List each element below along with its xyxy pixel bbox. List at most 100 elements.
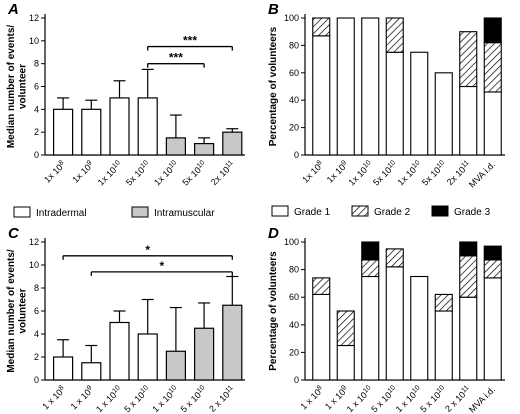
bar (165, 137, 186, 156)
significance-label: * (145, 243, 150, 257)
legend-label: Grade 2 (374, 207, 411, 218)
x-tick-label: 1x 109 (70, 159, 96, 185)
stacked-bar-segment (410, 275, 429, 381)
x-tick-label: 5 x 1010 (418, 384, 448, 414)
stacked-bar-segment (483, 259, 502, 279)
x-tick-label: 1x 1010 (395, 159, 424, 188)
bar (109, 321, 130, 381)
stacked-bar-segment (385, 17, 404, 53)
x-tick-label: 1 x 108 (298, 384, 326, 412)
y-tick-label: 80 (289, 265, 299, 275)
y-tick-label: 0 (34, 150, 39, 160)
stacked-bar-segment (336, 17, 355, 156)
y-tick-label: 4 (34, 329, 39, 339)
panel-b: B 0 20 40 60 80 100 Percentage of volunteers 1x … (268, 1, 505, 190)
stacked-bar-segment (483, 277, 502, 381)
y-axis-label: Percentage of volunteers (268, 26, 279, 146)
legend-swatch (13, 206, 31, 218)
stacked-bar-segment (459, 85, 478, 156)
y-tick-label: 100 (284, 237, 299, 247)
y-tick-label: 10 (29, 260, 39, 270)
stacked-bar-segment (312, 17, 331, 37)
bar (109, 97, 130, 156)
legend-label: Grade 3 (454, 207, 491, 218)
y-tick-label: 40 (289, 95, 299, 105)
stacked-bar-segment (385, 51, 404, 156)
y-axis-label: Percentage of volunteers (268, 251, 279, 371)
stacked-bar-segment (361, 259, 380, 278)
legend-label: Intradermal (36, 208, 87, 219)
bar (194, 327, 215, 381)
panel-label: C (8, 225, 20, 242)
y-tick-label: 0 (294, 150, 299, 160)
stacked-bar-segment (483, 245, 502, 261)
y-axis-label: Median number of events/volunteer (6, 25, 29, 149)
y-tick-label: 8 (34, 283, 39, 293)
significance-label: * (159, 259, 164, 273)
y-tick-label: 80 (289, 40, 299, 50)
stacked-bar-segment (459, 31, 478, 88)
bar (165, 350, 186, 381)
x-tick-label: 1x 1010 (152, 159, 181, 188)
stacked-bar-segment (312, 277, 331, 295)
stacked-bar-segment (312, 293, 331, 381)
stacked-bar-segment (336, 310, 355, 347)
y-tick-label: 12 (29, 237, 39, 247)
x-tick-label: 1 x 108 (40, 384, 68, 412)
x-tick-label: 5x 1010 (180, 159, 209, 188)
legend-label: Intramuscular (154, 208, 215, 219)
y-tick-label: 60 (289, 292, 299, 302)
y-tick-label: 0 (34, 375, 39, 385)
stacked-bar-segment (483, 42, 502, 93)
x-tick-label: 5x 1010 (420, 159, 449, 188)
x-tick-label: 2 x 1011 (207, 384, 237, 414)
significance-label: *** (169, 51, 183, 65)
x-tick-label: MVA i.d. (467, 159, 497, 189)
y-tick-label: 0 (294, 375, 299, 385)
stacked-bar-segment (385, 248, 404, 268)
stacked-bar-segment (312, 35, 331, 156)
x-tick-label: 1 x 109 (68, 384, 96, 412)
x-tick-label: 1 x 1010 (94, 384, 124, 414)
bar (222, 131, 243, 156)
y-axis-label: Median number of events/volunteer (6, 249, 29, 373)
bar (81, 362, 102, 381)
y-tick-label: 20 (289, 347, 299, 357)
stacked-bar-segment (361, 275, 380, 381)
x-tick-label: 1x 108 (300, 159, 326, 185)
bar (52, 356, 74, 381)
legend-swatch (431, 205, 449, 217)
stacked-bar-segment (434, 72, 453, 156)
legend: Intradermal Intramuscular (13, 206, 215, 219)
bar (222, 304, 243, 381)
stacked-bar-segment (361, 17, 380, 156)
x-tick-label: 5 x 1010 (122, 384, 152, 414)
stacked-bar-segment (434, 293, 453, 312)
panel-label: A (7, 1, 19, 18)
x-tick-label: 1x 108 (42, 159, 68, 185)
stacked-bar-segment (361, 241, 380, 261)
x-tick-label: 2x 1011 (209, 159, 237, 187)
panel-d: D 0 20 40 60 80 100 Percentage of volunteers 1 x… (268, 225, 505, 414)
y-tick-label: 8 (34, 59, 39, 69)
bar (137, 97, 158, 156)
y-tick-label: 4 (34, 104, 39, 114)
stacked-bar-segment (385, 266, 404, 381)
y-tick-label: 20 (289, 123, 299, 133)
x-tick-label: 1 x 1010 (150, 384, 180, 414)
stacked-bar-segment (434, 310, 453, 381)
legend-swatch (271, 205, 289, 217)
y-tick-label: 2 (34, 352, 39, 362)
y-tick-label: 10 (29, 36, 39, 46)
bar (194, 142, 215, 156)
significance-label: *** (183, 34, 197, 48)
legend-swatch (131, 206, 149, 218)
stacked-bar-segment (459, 296, 478, 381)
y-tick-label: 2 (34, 127, 39, 137)
bar (137, 333, 158, 381)
x-tick-label: 1x 1010 (95, 159, 124, 188)
stacked-bar-segment (483, 17, 502, 44)
